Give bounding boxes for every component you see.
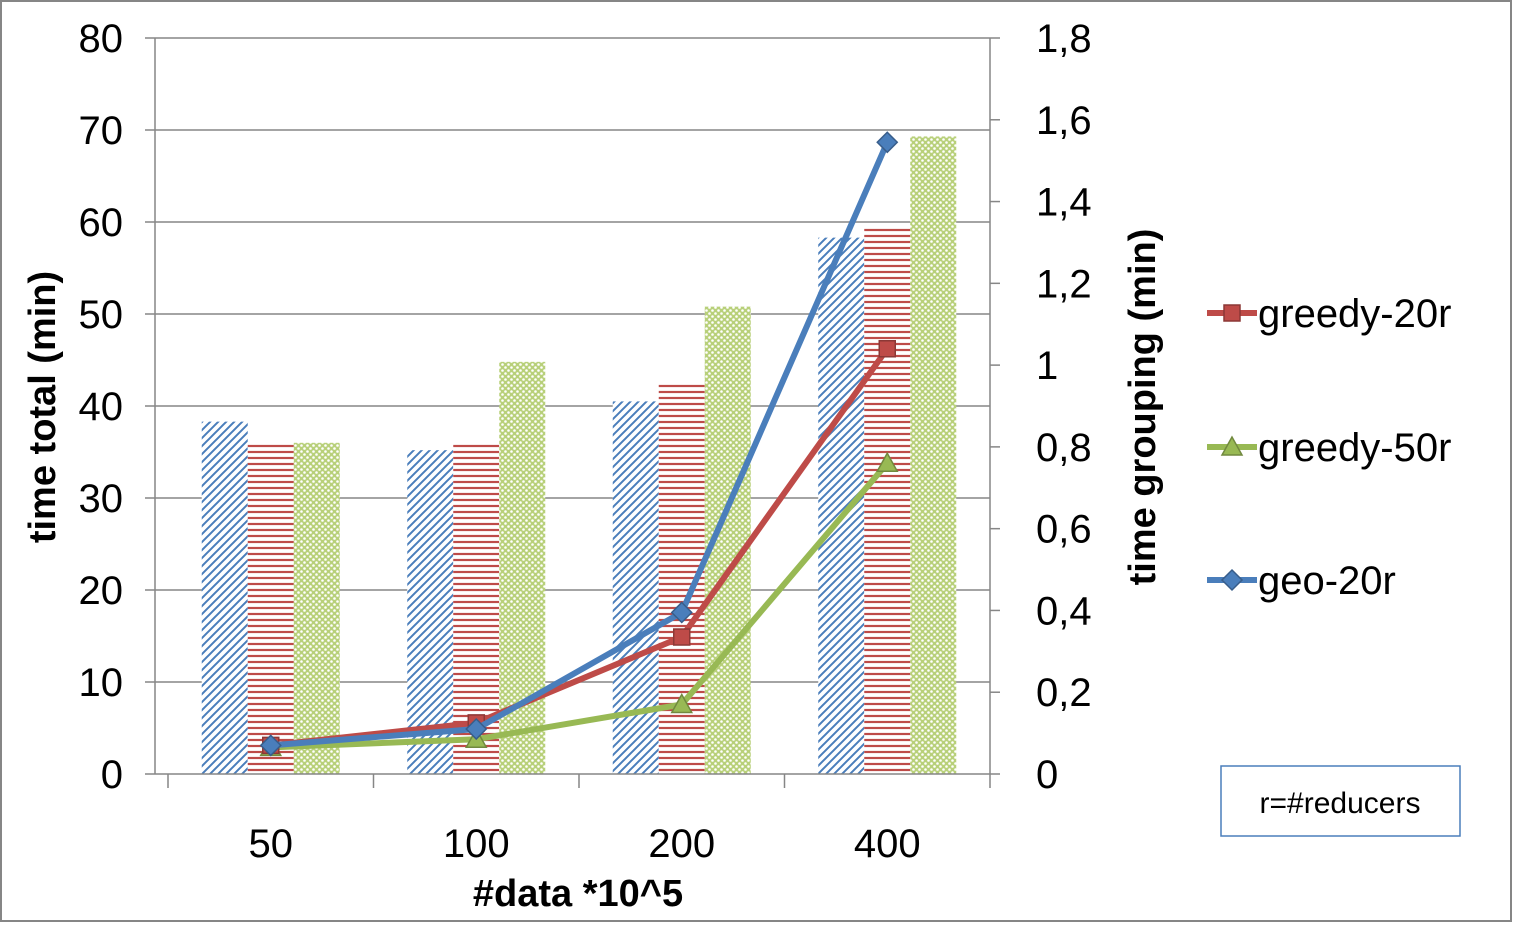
bar-2-50 xyxy=(247,442,294,774)
legend-label-geo-20r: geo-20r xyxy=(1258,559,1396,603)
y-axis-title: time total (min) xyxy=(22,271,64,543)
marker-geo-20r xyxy=(876,131,899,154)
y-tick-label: 40 xyxy=(79,385,124,429)
x-tick-label: 200 xyxy=(648,822,715,866)
y2-tick-label: 1 xyxy=(1036,344,1058,388)
y-tick-label: 30 xyxy=(79,477,124,521)
annotation-text: r=#reducers xyxy=(1260,787,1421,820)
x-tick-label: 50 xyxy=(249,822,294,866)
legend-marker-greedy-50r xyxy=(1220,435,1244,456)
marker-geo-20r xyxy=(259,734,282,757)
legend-label-greedy-50r: greedy-50r xyxy=(1258,426,1451,470)
bar-1-400 xyxy=(818,237,865,774)
legend-marker-geo-20r xyxy=(1220,568,1244,592)
y-tick-label: 0 xyxy=(101,753,123,797)
y2-tick-label: 0,8 xyxy=(1036,426,1092,470)
legend-marker-greedy-20r xyxy=(1223,304,1241,322)
y2-tick-label: 0,2 xyxy=(1036,671,1092,715)
marker-greedy-50r xyxy=(875,451,899,472)
axes xyxy=(145,37,1000,788)
bar-3-400 xyxy=(910,136,957,774)
y2-tick-label: 0,6 xyxy=(1036,508,1092,552)
marker-greedy-50r xyxy=(670,692,694,714)
legend: greedy-20r greedy-50r geo-20r xyxy=(1207,292,1451,603)
line-geo-20r xyxy=(270,141,890,749)
x-tick-label: 400 xyxy=(854,822,921,866)
y2-tick-label: 0,4 xyxy=(1036,589,1092,633)
x-tick-label: 100 xyxy=(443,822,510,866)
y2-tick-label: 1,6 xyxy=(1036,99,1092,143)
y2-tick-label: 0 xyxy=(1036,753,1058,797)
bar-1-50 xyxy=(201,421,248,774)
annotation-box xyxy=(1220,765,1461,837)
line-greedy-50r xyxy=(270,461,890,751)
bar-series-group xyxy=(201,136,957,775)
y2-tick-label: 1,4 xyxy=(1036,181,1092,225)
y2-axis-title: time grouping (min) xyxy=(1122,229,1164,586)
y-tick-label: 20 xyxy=(79,569,124,613)
bar-2-400 xyxy=(864,226,911,775)
y2-tick-label: 1,8 xyxy=(1036,17,1092,61)
y-tick-label: 60 xyxy=(79,201,124,245)
y2-tick-label: 1,2 xyxy=(1036,262,1092,306)
marker-greedy-20r xyxy=(673,628,691,646)
legend-label-greedy-20r: greedy-20r xyxy=(1258,292,1451,336)
bar-1-200 xyxy=(612,401,659,774)
marker-geo-20r xyxy=(465,717,488,741)
marker-geo-20r xyxy=(670,601,693,624)
x-axis-title: #data *10^5 xyxy=(473,873,683,915)
bar-3-50 xyxy=(293,442,340,774)
y-tick-label: 80 xyxy=(79,17,124,61)
marker-greedy-20r xyxy=(878,340,896,358)
line-series-group xyxy=(259,131,899,757)
y-tick-label: 50 xyxy=(79,293,124,337)
y-tick-label: 10 xyxy=(79,661,124,705)
tick-labels: 0 10 20 30 40 50 60 70 80 0 0,2 0,4 0,6 0,8 1 1,2 1,4 1,6… xyxy=(79,17,1092,866)
line-greedy-20r xyxy=(270,347,890,749)
y-tick-label: 70 xyxy=(79,109,124,153)
bar-1-100 xyxy=(407,450,454,774)
